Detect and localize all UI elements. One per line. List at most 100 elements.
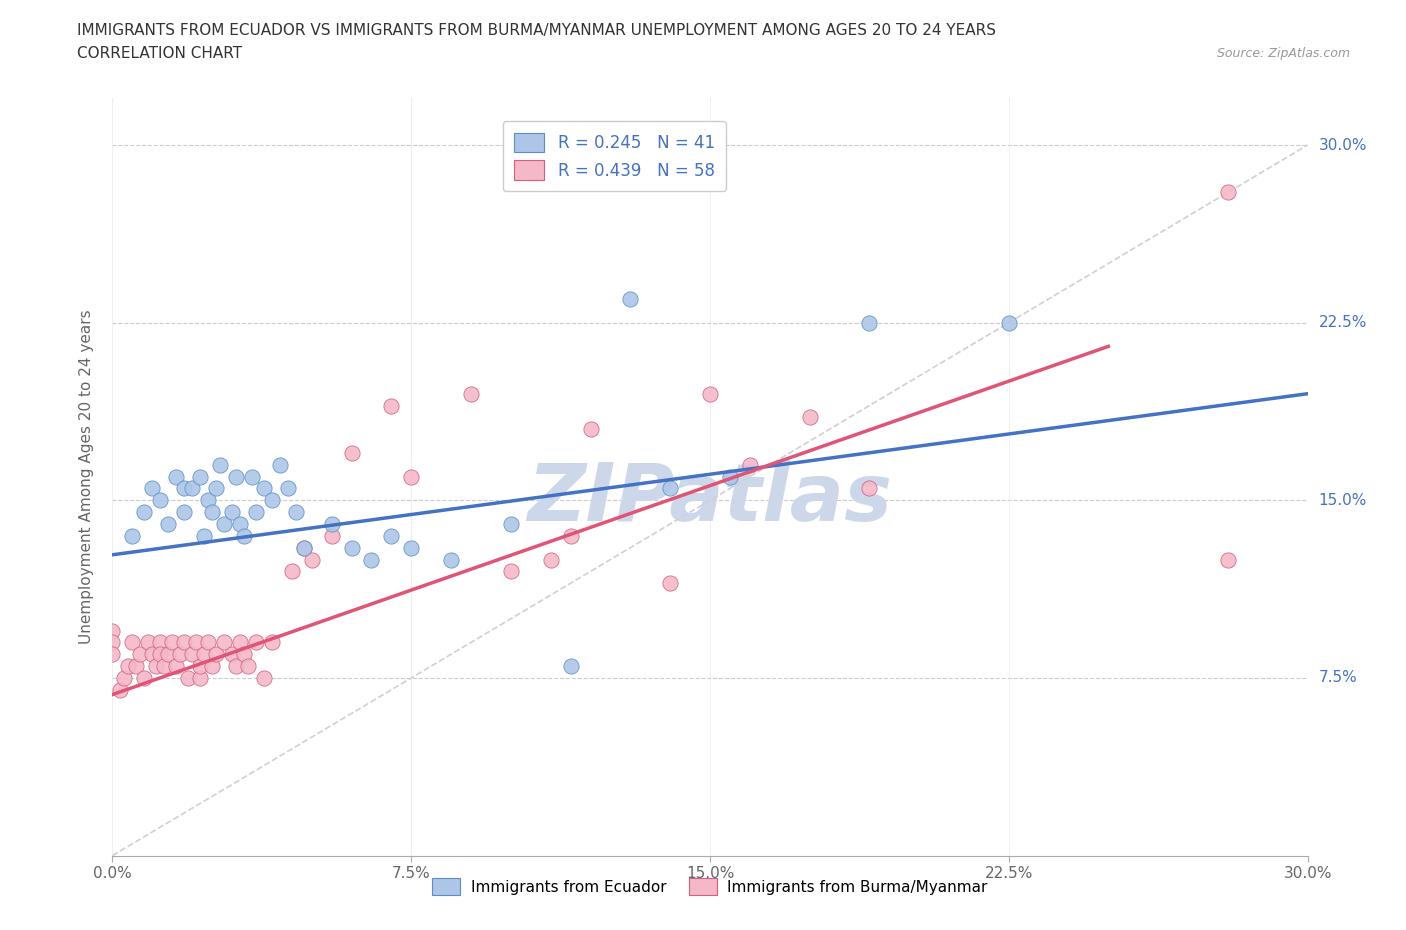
Point <box>253 481 276 496</box>
Point <box>188 658 211 673</box>
Point <box>284 505 307 520</box>
Point <box>169 647 191 662</box>
Point <box>221 647 243 662</box>
Point <box>186 635 208 650</box>
Point <box>149 635 172 650</box>
Point <box>540 552 562 567</box>
Point <box>1216 552 1239 567</box>
Point <box>149 647 172 662</box>
Point <box>101 647 124 662</box>
Point <box>134 505 156 520</box>
Text: ZIPatlas: ZIPatlas <box>527 460 893 538</box>
Point <box>162 635 183 650</box>
Point <box>188 671 211 685</box>
Point <box>858 481 880 496</box>
Point <box>499 564 522 578</box>
Point <box>117 658 139 673</box>
Point <box>998 315 1021 330</box>
Point <box>225 658 247 673</box>
Point <box>225 469 247 484</box>
Point <box>193 647 215 662</box>
Point <box>233 647 256 662</box>
Point <box>360 552 382 567</box>
Point <box>201 505 224 520</box>
Point <box>157 516 180 531</box>
Point <box>460 386 482 401</box>
Point <box>229 635 252 650</box>
Point <box>101 623 124 638</box>
Point <box>205 481 228 496</box>
Point <box>229 516 252 531</box>
Point <box>212 516 235 531</box>
Text: 30.0%: 30.0% <box>1319 138 1367 153</box>
Point <box>188 469 211 484</box>
Point <box>253 671 276 685</box>
Point <box>101 635 124 650</box>
Point <box>221 505 243 520</box>
Point <box>165 469 187 484</box>
Point <box>145 658 167 673</box>
Point <box>260 635 283 650</box>
Point <box>401 469 423 484</box>
Text: 22.5%: 22.5% <box>1319 315 1367 330</box>
Text: 7.5%: 7.5% <box>1319 671 1357 685</box>
Point <box>560 658 582 673</box>
Point <box>1216 185 1239 200</box>
Point <box>197 493 219 508</box>
Point <box>380 398 402 413</box>
Point <box>138 635 160 650</box>
Point <box>193 528 215 543</box>
Point <box>236 658 259 673</box>
Point <box>260 493 283 508</box>
Point <box>114 671 135 685</box>
Legend: Immigrants from Ecuador, Immigrants from Burma/Myanmar: Immigrants from Ecuador, Immigrants from… <box>426 872 994 901</box>
Y-axis label: Unemployment Among Ages 20 to 24 years: Unemployment Among Ages 20 to 24 years <box>79 310 94 644</box>
Point <box>499 516 522 531</box>
Point <box>799 410 821 425</box>
Point <box>340 540 363 555</box>
Point <box>245 635 267 650</box>
Point <box>579 422 602 437</box>
Point <box>110 683 132 698</box>
Point <box>209 458 232 472</box>
Point <box>401 540 423 555</box>
Point <box>212 635 235 650</box>
Text: 15.0%: 15.0% <box>1319 493 1367 508</box>
Point <box>173 505 195 520</box>
Point <box>233 528 256 543</box>
Point <box>277 481 299 496</box>
Point <box>380 528 402 543</box>
Point <box>858 315 880 330</box>
Point <box>177 671 200 685</box>
Text: CORRELATION CHART: CORRELATION CHART <box>77 46 242 61</box>
Point <box>173 481 195 496</box>
Point <box>269 458 291 472</box>
Point <box>281 564 304 578</box>
Point <box>205 647 228 662</box>
Point <box>165 658 187 673</box>
Point <box>141 481 163 496</box>
Point <box>245 505 267 520</box>
Point <box>121 528 143 543</box>
Point <box>149 493 172 508</box>
Point <box>619 291 641 306</box>
Point <box>440 552 463 567</box>
Point <box>718 469 741 484</box>
Point <box>134 671 156 685</box>
Point <box>738 458 761 472</box>
Point <box>197 635 219 650</box>
Point <box>157 647 180 662</box>
Point <box>153 658 176 673</box>
Point <box>121 635 143 650</box>
Point <box>181 647 204 662</box>
Point <box>201 658 224 673</box>
Point <box>659 576 682 591</box>
Point <box>659 481 682 496</box>
Point <box>181 481 204 496</box>
Point <box>340 445 363 460</box>
Point <box>292 540 315 555</box>
Point <box>173 635 195 650</box>
Point <box>321 516 343 531</box>
Text: Source: ZipAtlas.com: Source: ZipAtlas.com <box>1216 46 1350 60</box>
Text: IMMIGRANTS FROM ECUADOR VS IMMIGRANTS FROM BURMA/MYANMAR UNEMPLOYMENT AMONG AGES: IMMIGRANTS FROM ECUADOR VS IMMIGRANTS FR… <box>77 23 997 38</box>
